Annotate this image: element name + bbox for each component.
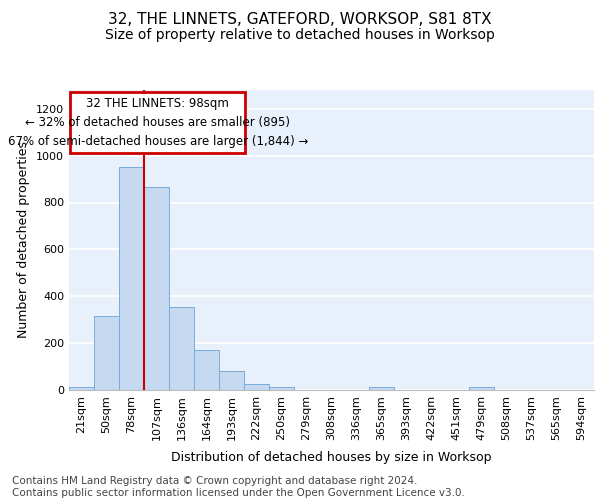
Text: Contains HM Land Registry data © Crown copyright and database right 2024.
Contai: Contains HM Land Registry data © Crown c… [12,476,465,498]
Bar [144,188,169,390]
Text: Size of property relative to detached houses in Worksop: Size of property relative to detached ho… [105,28,495,42]
Bar [69,387,94,390]
FancyBboxPatch shape [70,92,245,154]
Bar [369,387,394,390]
Bar [244,384,269,390]
Text: 32, THE LINNETS, GATEFORD, WORKSOP, S81 8TX: 32, THE LINNETS, GATEFORD, WORKSOP, S81 … [108,12,492,28]
Bar [169,307,194,390]
Y-axis label: Number of detached properties: Number of detached properties [17,142,31,338]
Text: 32 THE LINNETS: 98sqm
← 32% of detached houses are smaller (895)
67% of semi-det: 32 THE LINNETS: 98sqm ← 32% of detached … [8,98,308,148]
Bar [119,168,144,390]
Bar [219,371,244,390]
Bar [469,387,494,390]
Bar [194,350,219,390]
X-axis label: Distribution of detached houses by size in Worksop: Distribution of detached houses by size … [171,451,492,464]
Bar [269,387,294,390]
Bar [94,316,119,390]
